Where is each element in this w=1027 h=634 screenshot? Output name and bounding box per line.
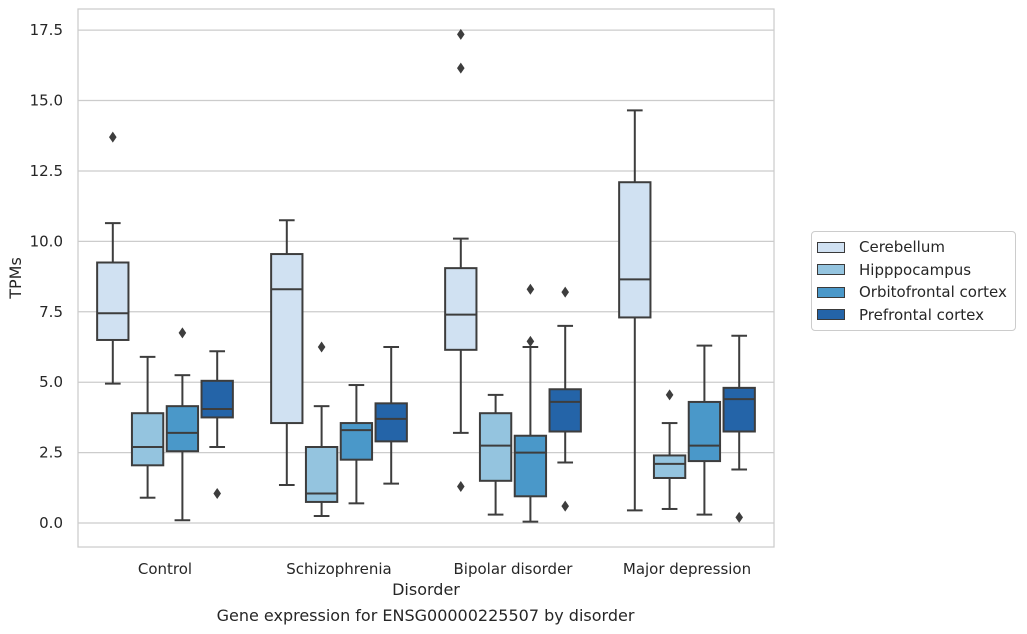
iqr-box (339, 422, 374, 461)
box-orbitofrontal-cortex (513, 283, 548, 523)
y-tick-label: 15.0 (30, 92, 63, 110)
x-tick-label: Control (138, 560, 192, 578)
iqr-box (200, 379, 234, 419)
legend-swatch (817, 309, 845, 321)
iqr-box (618, 181, 652, 319)
legend-item-hippocampus: Hipppocampus (812, 259, 1015, 282)
outlier-point (317, 341, 326, 353)
outlier-point (526, 335, 535, 347)
legend-item-cerebellum: Cerebellum (812, 236, 1015, 259)
y-axis-label: TPMs (6, 257, 25, 300)
legend-item-prefrontal-cortex: Prefrontal cortex (812, 304, 1015, 327)
iqr-box (96, 261, 130, 341)
outlier-point (561, 500, 569, 512)
legend-swatch (817, 286, 845, 298)
iqr-box (722, 386, 756, 433)
legend-label: Orbitofrontal cortex (859, 283, 1007, 302)
box-orbitofrontal-cortex (339, 384, 374, 505)
iqr-box (130, 412, 165, 467)
outlier-point (526, 283, 535, 295)
outlier-point (735, 511, 743, 523)
x-tick-labels: Control Schizophrenia Bipolar disorder Majo… (138, 560, 751, 578)
box-cerebellum (96, 131, 130, 385)
x-axis-label: Disorder (392, 580, 460, 599)
y-tick-label: 0.0 (39, 514, 63, 532)
box-cerebellum (618, 109, 652, 512)
iqr-box (444, 267, 478, 351)
plot-frame (77, 8, 775, 548)
box-prefrontal-cortex (722, 334, 756, 523)
y-tick-label: 7.5 (39, 303, 63, 321)
box-prefrontal-cortex (200, 350, 234, 499)
box-cerebellum (444, 28, 478, 492)
outlier-point (178, 327, 187, 339)
iqr-box (513, 434, 548, 498)
legend-swatch (817, 264, 845, 276)
outlier-point (457, 480, 465, 492)
legend-item-orbitofrontal-cortex: Orbitofrontal cortex (812, 281, 1015, 304)
box-prefrontal-cortex (374, 346, 408, 485)
box-hipppocampus (130, 355, 165, 499)
chart-title: Gene expression for ENSG00000225507 by d… (216, 606, 635, 625)
x-tick-label: Schizophrenia (286, 560, 391, 578)
legend-swatch (817, 241, 845, 253)
box-cerebellum (270, 219, 304, 487)
legend: Cerebellum Hipppocampus Orbitofrontal co… (811, 231, 1016, 331)
legend-label: Hipppocampus (859, 260, 972, 279)
iqr-box (270, 253, 304, 425)
legend-label: Prefrontal cortex (859, 305, 984, 324)
outlier-point (109, 131, 117, 143)
y-tick-label: 12.5 (30, 162, 63, 180)
box-hipppocampus (478, 393, 513, 516)
y-tick-label: 2.5 (39, 444, 63, 462)
box-prefrontal-cortex (548, 286, 582, 512)
iqr-box (687, 400, 722, 463)
iqr-box (374, 402, 408, 443)
iqr-box (652, 454, 687, 479)
iqr-box (165, 405, 200, 453)
outlier-point (457, 62, 465, 74)
outlier-point (213, 487, 221, 499)
outlier-point (457, 28, 465, 40)
x-tick-label: Bipolar disorder (454, 560, 574, 578)
legend-label: Cerebellum (859, 238, 945, 257)
iqr-box (548, 388, 582, 433)
y-tick-label: 10.0 (30, 232, 63, 250)
box-orbitofrontal-cortex (687, 344, 722, 516)
outlier-point (665, 389, 674, 401)
gridlines (78, 29, 774, 524)
boxes (96, 28, 756, 523)
box-hipppocampus (652, 389, 687, 510)
box-orbitofrontal-cortex (165, 327, 200, 522)
outlier-point (561, 286, 569, 298)
x-tick-label: Major depression (623, 560, 751, 578)
y-tick-labels: 0.0 2.5 5.0 7.5 10.0 12.5 15.0 17.5 (30, 21, 63, 532)
y-tick-label: 5.0 (39, 373, 63, 391)
box-hipppocampus (304, 341, 339, 518)
iqr-box (478, 412, 513, 482)
y-tick-label: 17.5 (30, 21, 63, 39)
